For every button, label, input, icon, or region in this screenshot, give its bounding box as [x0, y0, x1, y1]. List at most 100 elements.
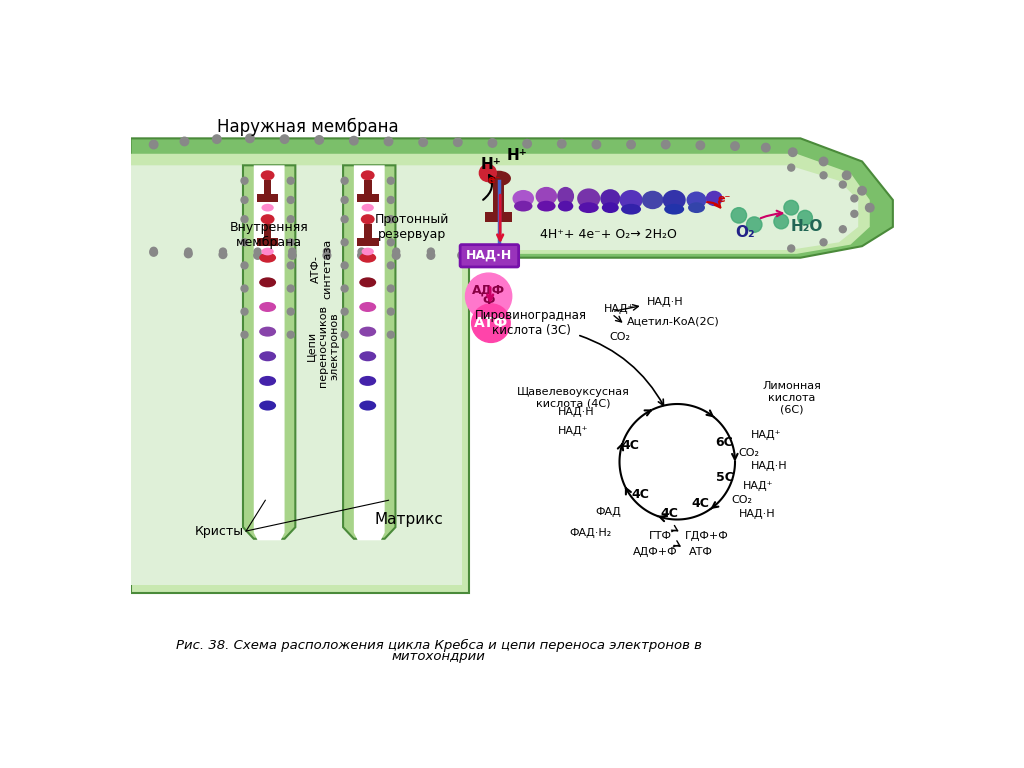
Circle shape: [820, 172, 827, 179]
Circle shape: [288, 197, 294, 204]
Circle shape: [387, 216, 394, 223]
Text: Ацетил-КоА(2С): Ацетил-КоА(2С): [628, 316, 720, 326]
Text: Ф: Ф: [482, 294, 495, 307]
Circle shape: [241, 285, 248, 292]
Circle shape: [341, 331, 348, 338]
Polygon shape: [364, 223, 372, 237]
Text: Кристы: Кристы: [195, 525, 244, 538]
Ellipse shape: [665, 204, 684, 214]
Ellipse shape: [261, 248, 273, 256]
Text: АТФ: АТФ: [688, 547, 713, 557]
Text: 4С: 4С: [691, 497, 710, 510]
Ellipse shape: [538, 200, 556, 211]
Text: 4С: 4С: [622, 439, 639, 452]
Polygon shape: [131, 138, 893, 258]
Text: 6С: 6С: [716, 435, 733, 449]
Text: ФАД·Н₂: ФАД·Н₂: [569, 528, 611, 538]
Circle shape: [787, 164, 795, 171]
Circle shape: [219, 248, 226, 255]
Ellipse shape: [261, 214, 274, 224]
Circle shape: [479, 164, 497, 181]
Text: Пировиноградная
кислота (3С): Пировиноградная кислота (3С): [475, 310, 587, 337]
Polygon shape: [257, 194, 279, 202]
Circle shape: [387, 285, 394, 292]
Circle shape: [557, 140, 566, 148]
Circle shape: [458, 252, 466, 260]
Circle shape: [341, 177, 348, 184]
Text: 4С: 4С: [632, 488, 649, 501]
Circle shape: [184, 250, 193, 258]
Circle shape: [387, 239, 394, 246]
Text: Цепи
переносчиков
электронов: Цепи переносчиков электронов: [306, 305, 340, 387]
Ellipse shape: [359, 326, 376, 336]
Polygon shape: [264, 180, 271, 194]
Circle shape: [241, 197, 248, 204]
Circle shape: [254, 252, 261, 260]
Ellipse shape: [579, 202, 599, 213]
Text: 4H⁺+ 4e⁻+ O₂→ 2H₂O: 4H⁺+ 4e⁻+ O₂→ 2H₂O: [540, 228, 677, 241]
Circle shape: [393, 248, 399, 255]
Circle shape: [662, 141, 670, 149]
Circle shape: [241, 308, 248, 315]
Circle shape: [289, 252, 296, 260]
Circle shape: [246, 134, 254, 143]
Ellipse shape: [536, 187, 557, 205]
Circle shape: [341, 262, 348, 269]
Ellipse shape: [706, 190, 723, 206]
Text: НАД·Н: НАД·Н: [739, 509, 775, 519]
Text: НАД⁺: НАД⁺: [742, 482, 773, 492]
Ellipse shape: [642, 190, 664, 209]
Circle shape: [454, 138, 462, 147]
Text: e⁻: e⁻: [487, 175, 501, 185]
Text: О₂: О₂: [735, 225, 755, 240]
Circle shape: [387, 197, 394, 204]
Text: АТФ: АТФ: [474, 316, 508, 330]
Polygon shape: [264, 223, 271, 237]
Text: АДФ+Ф: АДФ+Ф: [634, 547, 678, 557]
Circle shape: [288, 262, 294, 269]
Ellipse shape: [259, 376, 276, 386]
Text: НАД·Н: НАД·Н: [646, 296, 683, 306]
Circle shape: [357, 252, 366, 260]
Ellipse shape: [578, 188, 600, 208]
Circle shape: [288, 177, 294, 184]
Text: H₂O: H₂O: [791, 220, 823, 234]
Circle shape: [427, 252, 435, 260]
Polygon shape: [254, 165, 285, 541]
Circle shape: [180, 137, 188, 146]
Ellipse shape: [600, 189, 621, 207]
Circle shape: [387, 177, 394, 184]
Circle shape: [288, 239, 294, 246]
Ellipse shape: [360, 170, 375, 180]
Ellipse shape: [359, 351, 376, 361]
Text: НАД·Н: НАД·Н: [751, 461, 787, 471]
Text: Протонный
резервуар: Протонный резервуар: [375, 213, 449, 241]
Text: Лимонная
кислота
(6С): Лимонная кислота (6С): [763, 381, 821, 414]
Circle shape: [427, 248, 434, 255]
Circle shape: [843, 171, 851, 180]
Circle shape: [185, 248, 191, 255]
Circle shape: [288, 308, 294, 315]
Text: СО₂: СО₂: [609, 332, 630, 342]
Circle shape: [696, 141, 705, 150]
Ellipse shape: [359, 302, 376, 312]
Circle shape: [840, 181, 846, 188]
Circle shape: [384, 137, 393, 146]
Polygon shape: [131, 250, 462, 585]
Ellipse shape: [361, 248, 374, 256]
Circle shape: [213, 135, 221, 144]
Text: e⁻: e⁻: [717, 194, 731, 204]
Ellipse shape: [259, 253, 276, 263]
Circle shape: [150, 249, 158, 257]
Text: АДФ: АДФ: [472, 283, 505, 296]
Circle shape: [523, 140, 531, 148]
Polygon shape: [484, 211, 512, 221]
Text: ФАД: ФАД: [595, 507, 621, 517]
Polygon shape: [131, 154, 869, 254]
Ellipse shape: [621, 204, 641, 214]
Circle shape: [341, 216, 348, 223]
Text: H⁺: H⁺: [506, 148, 527, 163]
Circle shape: [774, 214, 788, 229]
Polygon shape: [357, 237, 379, 247]
Circle shape: [840, 226, 846, 233]
